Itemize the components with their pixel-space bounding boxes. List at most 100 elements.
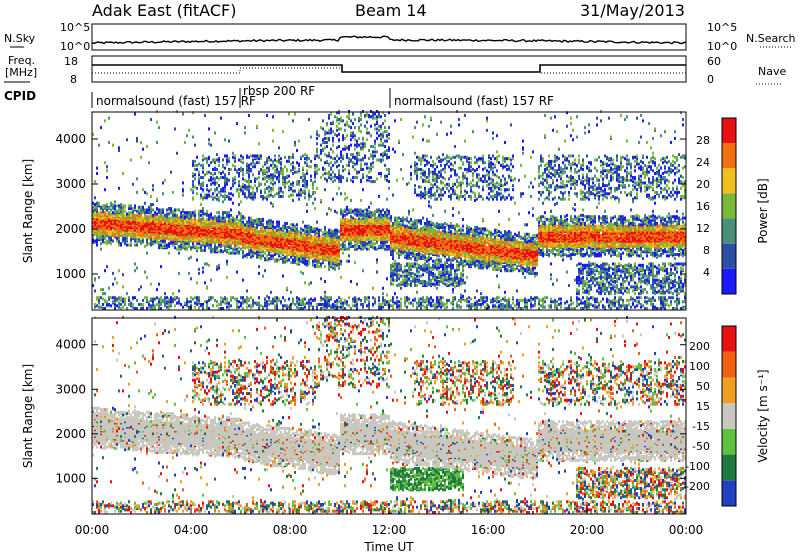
data-cell — [312, 191, 314, 194]
data-cell — [270, 225, 272, 228]
data-cell — [368, 234, 370, 237]
data-cell — [294, 167, 296, 170]
data-cell — [350, 132, 352, 135]
freq-panel: Freq. [MHz] 18 8 60 0 Nave — [4, 54, 786, 86]
data-cell — [300, 299, 302, 302]
data-cell — [298, 298, 300, 301]
data-cell — [346, 134, 348, 137]
data-cell — [382, 296, 384, 299]
data-cell — [380, 144, 382, 147]
data-cell — [330, 262, 332, 265]
data-cell — [214, 299, 216, 302]
data-cell — [270, 181, 272, 184]
data-cell — [306, 154, 308, 157]
data-cell — [290, 163, 292, 166]
data-cell — [242, 171, 244, 174]
data-cell — [380, 241, 382, 244]
data-cell — [206, 210, 208, 213]
data-cell — [292, 181, 294, 184]
data-cell — [358, 144, 360, 147]
data-cell — [354, 304, 356, 307]
data-cell — [292, 194, 294, 197]
data-cell — [348, 208, 350, 211]
data-cell — [248, 217, 250, 220]
data-cell — [326, 296, 328, 299]
data-cell — [338, 262, 340, 265]
data-cell — [202, 267, 204, 270]
data-cell — [346, 164, 348, 167]
data-cell — [336, 125, 338, 128]
data-cell — [268, 175, 270, 178]
data-cell — [198, 246, 200, 249]
data-cell — [190, 211, 192, 214]
data-cell — [198, 163, 200, 166]
data-cell — [138, 303, 140, 306]
data-cell — [354, 168, 356, 171]
data-cell — [214, 167, 216, 170]
data-cell — [376, 122, 378, 125]
data-cell — [282, 257, 284, 260]
data-cell — [244, 299, 246, 302]
data-cell — [220, 176, 222, 179]
data-cell — [254, 231, 256, 234]
data-cell — [336, 154, 338, 157]
data-cell — [206, 218, 208, 221]
data-cell — [354, 156, 356, 159]
data-cell — [228, 252, 230, 255]
data-cell — [340, 156, 342, 159]
data-cell — [314, 173, 316, 176]
data-cell — [372, 117, 374, 120]
data-cell — [238, 188, 240, 191]
data-cell — [276, 304, 278, 307]
data-cell — [116, 304, 118, 307]
data-cell — [346, 146, 348, 149]
data-cell — [278, 180, 280, 183]
data-cell — [304, 230, 306, 233]
data-cell — [246, 256, 248, 259]
data-cell — [108, 206, 110, 209]
data-cell — [118, 149, 120, 152]
data-cell — [248, 187, 250, 190]
data-cell — [320, 248, 322, 251]
data-cell — [252, 161, 254, 164]
data-cell — [102, 303, 104, 306]
data-cell — [320, 299, 322, 302]
data-cell — [256, 250, 258, 253]
data-cell — [270, 173, 272, 176]
data-cell — [328, 299, 330, 302]
data-cell — [296, 227, 298, 230]
data-cell — [374, 217, 376, 220]
data-cell — [208, 156, 210, 159]
data-cell — [380, 115, 382, 118]
data-cell — [348, 145, 350, 148]
data-cell — [316, 230, 318, 233]
data-cell — [352, 153, 354, 156]
data-cell — [132, 214, 134, 217]
data-cell — [338, 180, 340, 183]
data-cell — [268, 156, 270, 159]
data-cell — [200, 218, 202, 221]
data-cell — [378, 208, 380, 211]
data-cell — [212, 250, 214, 253]
data-cell — [348, 304, 350, 307]
data-cell — [360, 165, 362, 168]
data-cell — [178, 208, 180, 211]
data-cell — [148, 306, 150, 309]
data-cell — [234, 165, 236, 168]
data-cell — [192, 214, 194, 217]
data-cell — [292, 168, 294, 171]
data-cell — [224, 154, 226, 157]
data-cell — [284, 246, 286, 249]
cpid-seg-1: normalsound (fast) 157 RF — [96, 94, 256, 108]
data-cell — [346, 156, 348, 159]
data-cell — [150, 208, 152, 211]
data-cell — [344, 123, 346, 126]
data-cell — [114, 204, 116, 207]
data-cell — [194, 168, 196, 171]
data-cell — [238, 306, 240, 309]
data-cell — [302, 233, 304, 236]
data-cell — [242, 250, 244, 253]
data-cell — [308, 299, 310, 302]
data-cell — [196, 219, 198, 222]
data-cell — [282, 227, 284, 230]
